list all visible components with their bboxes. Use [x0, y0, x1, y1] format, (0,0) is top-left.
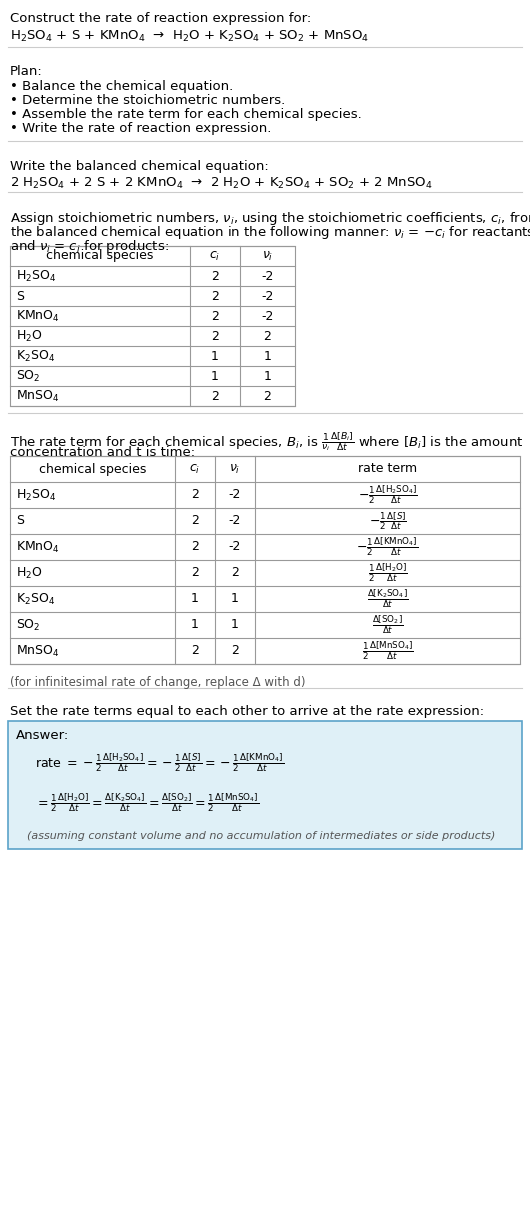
- Text: • Determine the stoichiometric numbers.: • Determine the stoichiometric numbers.: [10, 94, 285, 108]
- Text: $\nu_i$: $\nu_i$: [229, 463, 241, 476]
- Text: $\mathregular{K_2SO_4}$: $\mathregular{K_2SO_4}$: [16, 592, 55, 606]
- Text: Assign stoichiometric numbers, $\nu_i$, using the stoichiometric coefficients, $: Assign stoichiometric numbers, $\nu_i$, …: [10, 210, 530, 227]
- Text: 1: 1: [231, 592, 239, 605]
- Text: concentration and t is time:: concentration and t is time:: [10, 446, 195, 459]
- Text: $-\frac{1}{2}\frac{\Delta[S]}{\Delta t}$: $-\frac{1}{2}\frac{\Delta[S]}{\Delta t}$: [368, 510, 407, 532]
- Text: 2: 2: [191, 540, 199, 553]
- Text: Answer:: Answer:: [16, 728, 69, 742]
- Text: $\frac{\Delta[\mathregular{K_2SO_4}]}{\Delta t}$: $\frac{\Delta[\mathregular{K_2SO_4}]}{\D…: [367, 587, 408, 610]
- Text: Construct the rate of reaction expression for:: Construct the rate of reaction expressio…: [10, 12, 311, 25]
- Text: $\mathregular{K_2SO_4}$: $\mathregular{K_2SO_4}$: [16, 348, 55, 364]
- Text: rate term: rate term: [358, 463, 417, 476]
- Text: • Balance the chemical equation.: • Balance the chemical equation.: [10, 80, 233, 93]
- Text: • Write the rate of reaction expression.: • Write the rate of reaction expression.: [10, 122, 271, 135]
- Text: 2: 2: [191, 515, 199, 528]
- Text: 1: 1: [263, 349, 271, 362]
- Text: $\mathregular{MnSO_4}$: $\mathregular{MnSO_4}$: [16, 389, 59, 403]
- Text: $\mathregular{H_2SO_4}$ + S + $\mathregular{KMnO_4}$  →  $\mathregular{H_2O}$ + : $\mathregular{H_2SO_4}$ + S + $\mathregu…: [10, 29, 369, 45]
- Text: the balanced chemical equation in the following manner: $\nu_i$ = $-c_i$ for rea: the balanced chemical equation in the fo…: [10, 223, 530, 242]
- Text: 2: 2: [191, 645, 199, 657]
- Text: -2: -2: [229, 488, 241, 501]
- Text: rate $= -\frac{1}{2}\frac{\Delta[\mathregular{H_2SO_4}]}{\Delta t}$$ = -\frac{1}: rate $= -\frac{1}{2}\frac{\Delta[\mathre…: [35, 751, 285, 773]
- Text: -2: -2: [229, 540, 241, 553]
- Text: $-\frac{1}{2}\frac{\Delta[\mathregular{H_2SO_4}]}{\Delta t}$: $-\frac{1}{2}\frac{\Delta[\mathregular{H…: [358, 483, 418, 506]
- Text: -2: -2: [261, 309, 273, 323]
- Text: 1: 1: [263, 370, 271, 383]
- Text: $\mathregular{SO_2}$: $\mathregular{SO_2}$: [16, 617, 40, 633]
- Text: $\mathregular{H_2O}$: $\mathregular{H_2O}$: [16, 565, 42, 581]
- Text: S: S: [16, 515, 24, 528]
- Text: 1: 1: [191, 592, 199, 605]
- Text: 2: 2: [211, 309, 219, 323]
- Text: $\nu_i$: $\nu_i$: [262, 249, 273, 262]
- Text: 2: 2: [231, 567, 239, 580]
- Text: $\mathregular{KMnO_4}$: $\mathregular{KMnO_4}$: [16, 308, 60, 324]
- Text: 2 $\mathregular{H_2SO_4}$ + 2 S + 2 $\mathregular{KMnO_4}$  →  2 $\mathregular{H: 2 $\mathregular{H_2SO_4}$ + 2 S + 2 $\ma…: [10, 176, 432, 191]
- Text: $\mathregular{SO_2}$: $\mathregular{SO_2}$: [16, 368, 40, 384]
- Text: $\mathregular{MnSO_4}$: $\mathregular{MnSO_4}$: [16, 644, 59, 658]
- FancyBboxPatch shape: [8, 721, 522, 849]
- Text: 2: 2: [191, 567, 199, 580]
- Text: $\mathregular{H_2SO_4}$: $\mathregular{H_2SO_4}$: [16, 268, 56, 284]
- Text: (assuming constant volume and no accumulation of intermediates or side products): (assuming constant volume and no accumul…: [27, 831, 495, 841]
- Text: chemical species: chemical species: [39, 463, 146, 476]
- Text: The rate term for each chemical species, $B_i$, is $\frac{1}{\nu_i}\frac{\Delta[: The rate term for each chemical species,…: [10, 430, 524, 453]
- Text: 2: 2: [211, 290, 219, 302]
- Bar: [10, 455, 520, 664]
- Text: $c_i$: $c_i$: [189, 463, 201, 476]
- Text: 1: 1: [211, 349, 219, 362]
- Text: 2: 2: [211, 389, 219, 402]
- Text: 1: 1: [191, 618, 199, 632]
- Text: Set the rate terms equal to each other to arrive at the rate expression:: Set the rate terms equal to each other t…: [10, 705, 484, 718]
- Text: $\frac{\Delta[\mathregular{SO_2}]}{\Delta t}$: $\frac{\Delta[\mathregular{SO_2}]}{\Delt…: [372, 614, 403, 637]
- Text: 2: 2: [231, 645, 239, 657]
- Text: $c_i$: $c_i$: [209, 249, 220, 262]
- Text: 1: 1: [231, 618, 239, 632]
- Text: Write the balanced chemical equation:: Write the balanced chemical equation:: [10, 159, 269, 173]
- Text: 2: 2: [263, 389, 271, 402]
- Text: Plan:: Plan:: [10, 65, 43, 79]
- Bar: [10, 246, 295, 406]
- Text: and $\nu_i$ = $c_i$ for products:: and $\nu_i$ = $c_i$ for products:: [10, 238, 169, 255]
- Text: $\mathregular{H_2O}$: $\mathregular{H_2O}$: [16, 329, 42, 343]
- Text: (for infinitesimal rate of change, replace Δ with d): (for infinitesimal rate of change, repla…: [10, 676, 305, 689]
- Text: $\frac{1}{2}\frac{\Delta[\mathregular{H_2O}]}{\Delta t}$: $\frac{1}{2}\frac{\Delta[\mathregular{H_…: [368, 562, 408, 585]
- Text: 2: 2: [211, 269, 219, 283]
- Text: $\mathregular{H_2SO_4}$: $\mathregular{H_2SO_4}$: [16, 488, 56, 503]
- Text: • Assemble the rate term for each chemical species.: • Assemble the rate term for each chemic…: [10, 108, 362, 121]
- Text: $-\frac{1}{2}\frac{\Delta[\mathregular{KMnO_4}]}{\Delta t}$: $-\frac{1}{2}\frac{\Delta[\mathregular{K…: [356, 535, 419, 558]
- Text: $\mathregular{KMnO_4}$: $\mathregular{KMnO_4}$: [16, 540, 60, 554]
- Text: 2: 2: [211, 330, 219, 343]
- Text: chemical species: chemical species: [46, 250, 154, 262]
- Text: $= \frac{1}{2}\frac{\Delta[\mathregular{H_2O}]}{\Delta t}$$ = \frac{\Delta[\math: $= \frac{1}{2}\frac{\Delta[\mathregular{…: [35, 791, 259, 814]
- Text: S: S: [16, 290, 24, 302]
- Text: $\frac{1}{2}\frac{\Delta[\mathregular{MnSO_4}]}{\Delta t}$: $\frac{1}{2}\frac{\Delta[\mathregular{Mn…: [361, 640, 413, 662]
- Text: -2: -2: [261, 269, 273, 283]
- Text: 1: 1: [211, 370, 219, 383]
- Text: 2: 2: [263, 330, 271, 343]
- Text: -2: -2: [261, 290, 273, 302]
- Text: 2: 2: [191, 488, 199, 501]
- Text: -2: -2: [229, 515, 241, 528]
